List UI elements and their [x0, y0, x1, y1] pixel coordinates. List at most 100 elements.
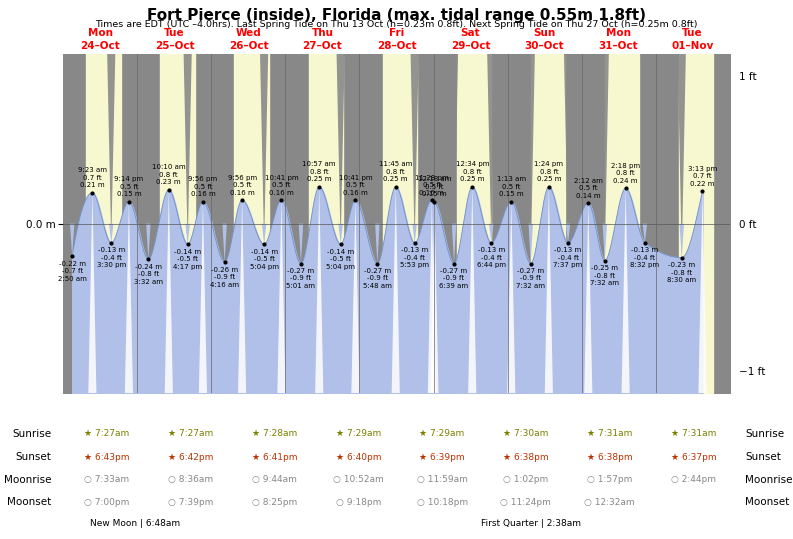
Text: 9:23 am
0.7 ft
0.21 m: 9:23 am 0.7 ft 0.21 m: [78, 167, 107, 188]
Polygon shape: [375, 224, 380, 264]
Polygon shape: [565, 224, 570, 243]
Text: 29–Oct: 29–Oct: [450, 41, 490, 51]
Text: -0.22 m
-0.7 ft
2:50 am: -0.22 m -0.7 ft 2:50 am: [58, 260, 86, 281]
Polygon shape: [238, 200, 246, 393]
Polygon shape: [527, 54, 534, 264]
Polygon shape: [144, 54, 152, 259]
Text: ★ 6:43pm: ★ 6:43pm: [84, 453, 130, 461]
Text: Thu: Thu: [312, 27, 334, 38]
Text: -0.13 m
-0.4 ft
8:32 pm: -0.13 m -0.4 ft 8:32 pm: [630, 247, 660, 268]
Text: ★ 7:29am: ★ 7:29am: [335, 430, 381, 438]
Text: -0.13 m
-0.4 ft
7:37 pm: -0.13 m -0.4 ft 7:37 pm: [554, 247, 583, 268]
Text: 30–Oct: 30–Oct: [525, 41, 565, 51]
Polygon shape: [70, 224, 75, 256]
Text: -0.25 m
-0.8 ft
7:32 am: -0.25 m -0.8 ft 7:32 am: [590, 265, 619, 286]
Polygon shape: [641, 54, 649, 243]
Text: -0.13 m
-0.4 ft
6:44 pm: -0.13 m -0.4 ft 6:44 pm: [477, 247, 506, 268]
Text: -0.14 m
-0.5 ft
5:04 pm: -0.14 m -0.5 ft 5:04 pm: [250, 249, 278, 270]
Polygon shape: [584, 203, 592, 393]
Text: 28–Oct: 28–Oct: [377, 41, 416, 51]
Text: Tue: Tue: [164, 27, 185, 38]
Polygon shape: [468, 187, 477, 393]
Text: Sun: Sun: [534, 27, 556, 38]
Text: 11:45 am
0.8 ft
0.25 m: 11:45 am 0.8 ft 0.25 m: [379, 161, 412, 182]
Polygon shape: [450, 54, 458, 264]
Polygon shape: [622, 188, 630, 393]
Text: -0.27 m
-0.9 ft
6:39 am: -0.27 m -0.9 ft 6:39 am: [439, 268, 469, 289]
Polygon shape: [642, 224, 647, 243]
Text: ○ 11:24pm: ○ 11:24pm: [500, 498, 551, 507]
Polygon shape: [107, 54, 115, 243]
Polygon shape: [165, 190, 173, 393]
Text: 27–Oct: 27–Oct: [303, 41, 343, 51]
Text: Moonrise: Moonrise: [745, 475, 793, 485]
Text: 1:13 am
0.5 ft
0.15 m: 1:13 am 0.5 ft 0.15 m: [496, 176, 526, 197]
Text: 10:10 am
0.8 ft
0.23 m: 10:10 am 0.8 ft 0.23 m: [152, 164, 186, 185]
Polygon shape: [222, 224, 227, 262]
Polygon shape: [600, 54, 609, 260]
Polygon shape: [427, 200, 436, 393]
Text: ★ 7:27am: ★ 7:27am: [168, 430, 213, 438]
Polygon shape: [351, 200, 359, 393]
Polygon shape: [680, 224, 684, 258]
Text: ★ 7:29am: ★ 7:29am: [419, 430, 465, 438]
Text: Mon: Mon: [88, 27, 113, 38]
Text: Moonset: Moonset: [745, 497, 790, 507]
Text: ○ 8:25pm: ○ 8:25pm: [252, 498, 297, 507]
Text: ★ 6:40pm: ★ 6:40pm: [335, 453, 381, 461]
Text: ○ 11:59am: ○ 11:59am: [416, 475, 468, 484]
Text: ★ 6:37pm: ★ 6:37pm: [671, 453, 716, 461]
Text: ○ 1:57pm: ○ 1:57pm: [587, 475, 632, 484]
Text: ○ 12:32am: ○ 12:32am: [584, 498, 635, 507]
Polygon shape: [68, 54, 76, 256]
Text: -0.13 m
-0.4 ft
5:53 pm: -0.13 m -0.4 ft 5:53 pm: [400, 247, 429, 268]
Polygon shape: [199, 202, 207, 393]
Polygon shape: [412, 224, 417, 243]
Text: 12:18 am
0.5 ft
0.15 m: 12:18 am 0.5 ft 0.15 m: [418, 176, 451, 197]
Polygon shape: [186, 224, 190, 244]
Polygon shape: [315, 187, 324, 393]
Polygon shape: [678, 54, 686, 258]
Polygon shape: [603, 224, 607, 260]
Text: First Quarter | 2:38am: First Quarter | 2:38am: [481, 520, 581, 528]
Text: 9:56 pm
0.5 ft
0.16 m: 9:56 pm 0.5 ft 0.16 m: [189, 176, 217, 197]
Text: Sunrise: Sunrise: [13, 429, 52, 439]
Text: ○ 7:39pm: ○ 7:39pm: [168, 498, 213, 507]
Polygon shape: [528, 224, 533, 264]
Text: 10:41 pm
0.5 ft
0.16 m: 10:41 pm 0.5 ft 0.16 m: [339, 175, 372, 196]
Text: ★ 7:27am: ★ 7:27am: [84, 430, 130, 438]
Polygon shape: [262, 224, 266, 244]
Text: 1:24 pm
0.8 ft
0.25 m: 1:24 pm 0.8 ft 0.25 m: [534, 161, 563, 182]
Polygon shape: [339, 224, 343, 244]
Text: 10:57 am
0.8 ft
0.25 m: 10:57 am 0.8 ft 0.25 m: [302, 161, 336, 182]
Polygon shape: [125, 202, 133, 393]
Text: 2:12 am
0.5 ft
0.14 m: 2:12 am 0.5 ft 0.14 m: [574, 177, 603, 198]
Text: Fri: Fri: [389, 27, 404, 38]
Text: 01–Nov: 01–Nov: [672, 41, 714, 51]
Text: Sunset: Sunset: [16, 452, 52, 462]
Text: ○ 9:18pm: ○ 9:18pm: [335, 498, 381, 507]
Text: 26–Oct: 26–Oct: [228, 41, 268, 51]
Text: 24–Oct: 24–Oct: [81, 41, 121, 51]
Text: -0.13 m
-0.4 ft
3:30 pm: -0.13 m -0.4 ft 3:30 pm: [97, 247, 126, 268]
Text: Sat: Sat: [461, 27, 481, 38]
Text: -0.27 m
-0.9 ft
7:32 am: -0.27 m -0.9 ft 7:32 am: [516, 268, 546, 289]
Polygon shape: [299, 224, 303, 264]
Polygon shape: [489, 224, 493, 243]
Text: Tue: Tue: [682, 27, 703, 38]
Text: Times are EDT (UTC –4.0hrs). Last Spring Tide on Thu 13 Oct (h=0.23m 0.8ft). Nex: Times are EDT (UTC –4.0hrs). Last Spring…: [95, 20, 698, 30]
Text: 10:41 pm
0.5 ft
0.16 m: 10:41 pm 0.5 ft 0.16 m: [265, 175, 298, 196]
Text: Mon: Mon: [606, 27, 631, 38]
Polygon shape: [411, 54, 419, 243]
Text: -0.27 m
-0.9 ft
5:48 am: -0.27 m -0.9 ft 5:48 am: [363, 268, 392, 289]
Text: Fort Pierce (inside), Florida (max. tidal range 0.55m 1.8ft): Fort Pierce (inside), Florida (max. tida…: [147, 8, 646, 23]
Text: -0.14 m
-0.5 ft
5:04 pm: -0.14 m -0.5 ft 5:04 pm: [326, 249, 355, 270]
Text: ★ 7:31am: ★ 7:31am: [587, 430, 632, 438]
Polygon shape: [146, 224, 151, 259]
Polygon shape: [278, 200, 285, 393]
Text: 25–Oct: 25–Oct: [155, 41, 194, 51]
Text: ★ 6:42pm: ★ 6:42pm: [168, 453, 213, 461]
Text: ★ 6:39pm: ★ 6:39pm: [419, 453, 465, 461]
Text: -0.24 m
-0.8 ft
3:32 am: -0.24 m -0.8 ft 3:32 am: [134, 264, 163, 285]
Polygon shape: [392, 187, 400, 393]
